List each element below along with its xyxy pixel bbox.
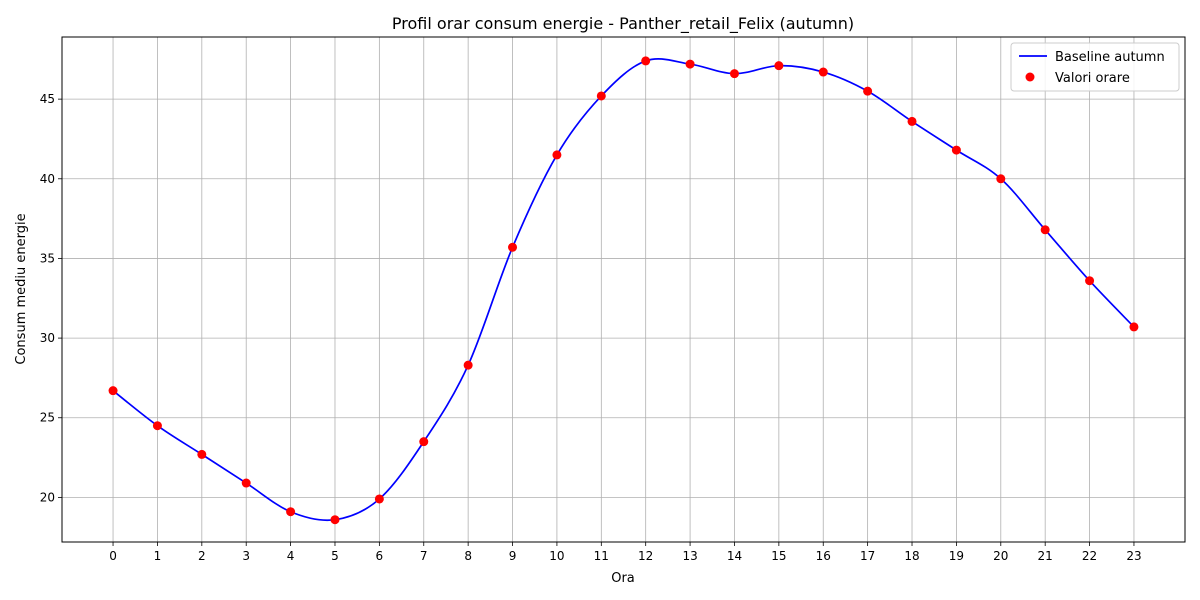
x-tick-label: 5 bbox=[331, 549, 339, 563]
y-tick-label: 35 bbox=[40, 251, 55, 265]
x-tick-label: 0 bbox=[109, 549, 117, 563]
data-point bbox=[596, 91, 606, 101]
legend-box bbox=[1010, 42, 1180, 92]
x-tick-label: 6 bbox=[376, 549, 384, 563]
x-axis-label: Ora bbox=[611, 571, 635, 586]
y-axis-label: Consum mediu energie bbox=[14, 213, 29, 364]
x-tick-label: 13 bbox=[682, 549, 697, 563]
data-point bbox=[1085, 276, 1095, 286]
data-point bbox=[863, 86, 873, 96]
x-tick-label: 20 bbox=[993, 549, 1008, 563]
y-tick-label: 45 bbox=[40, 92, 55, 106]
x-tick-label: 19 bbox=[949, 549, 964, 563]
y-tick-label: 20 bbox=[40, 490, 55, 504]
x-tick-label: 21 bbox=[1038, 549, 1053, 563]
x-tick-label: 17 bbox=[860, 549, 875, 563]
data-point bbox=[685, 59, 695, 69]
data-point bbox=[729, 69, 739, 79]
x-tick-label: 7 bbox=[420, 549, 428, 563]
legend: Baseline autumn Valori orare bbox=[1010, 42, 1180, 92]
x-tick-label: 4 bbox=[287, 549, 295, 563]
data-point bbox=[374, 494, 384, 504]
x-tick-label: 14 bbox=[727, 549, 742, 563]
x-tick-label: 9 bbox=[509, 549, 517, 563]
data-point bbox=[552, 150, 562, 160]
data-point bbox=[108, 386, 118, 396]
plot-area bbox=[61, 36, 1186, 543]
x-tick-label: 3 bbox=[242, 549, 250, 563]
data-point bbox=[419, 437, 429, 447]
series-layer bbox=[108, 56, 1139, 525]
legend-entry-baseline: Baseline autumn bbox=[1055, 50, 1165, 65]
y-tick-label: 30 bbox=[40, 331, 55, 345]
data-point bbox=[330, 515, 340, 525]
y-axis: 20 25 30 35 40 45 bbox=[40, 92, 62, 504]
chart-title: Profil orar consum energie - Panther_ret… bbox=[392, 14, 854, 34]
data-point bbox=[907, 116, 917, 126]
legend-entry-values: Valori orare bbox=[1055, 71, 1130, 86]
data-point bbox=[1129, 322, 1139, 332]
y-tick-label: 40 bbox=[40, 172, 55, 186]
x-tick-label: 15 bbox=[771, 549, 786, 563]
x-tick-label: 18 bbox=[904, 549, 919, 563]
x-tick-label: 1 bbox=[154, 549, 162, 563]
x-tick-label: 12 bbox=[638, 549, 653, 563]
data-point bbox=[286, 507, 296, 517]
series-line-baseline-autumn bbox=[112, 58, 1135, 522]
data-point bbox=[641, 56, 651, 66]
x-tick-label: 2 bbox=[198, 549, 206, 563]
data-point bbox=[197, 449, 207, 459]
x-tick-label: 16 bbox=[816, 549, 831, 563]
x-tick-label: 10 bbox=[549, 549, 564, 563]
x-tick-label: 23 bbox=[1126, 549, 1141, 563]
data-point bbox=[463, 360, 473, 370]
grid bbox=[62, 37, 1185, 542]
x-tick-label: 22 bbox=[1082, 549, 1097, 563]
data-point bbox=[951, 145, 961, 155]
data-point bbox=[1040, 225, 1050, 235]
data-point bbox=[508, 242, 518, 252]
data-point bbox=[818, 67, 828, 77]
x-axis: 0 1 2 3 4 5 6 7 8 9 10 11 12 13 14 15 16 17 18 19 20 21 22 23 bbox=[109, 542, 1142, 563]
x-tick-label: 8 bbox=[464, 549, 472, 563]
data-point bbox=[774, 61, 784, 71]
data-point bbox=[152, 421, 162, 431]
legend-marker-swatch bbox=[1025, 72, 1035, 82]
y-tick-label: 25 bbox=[40, 411, 55, 425]
data-point bbox=[241, 478, 251, 488]
data-point bbox=[996, 174, 1006, 184]
x-tick-label: 11 bbox=[594, 549, 609, 563]
